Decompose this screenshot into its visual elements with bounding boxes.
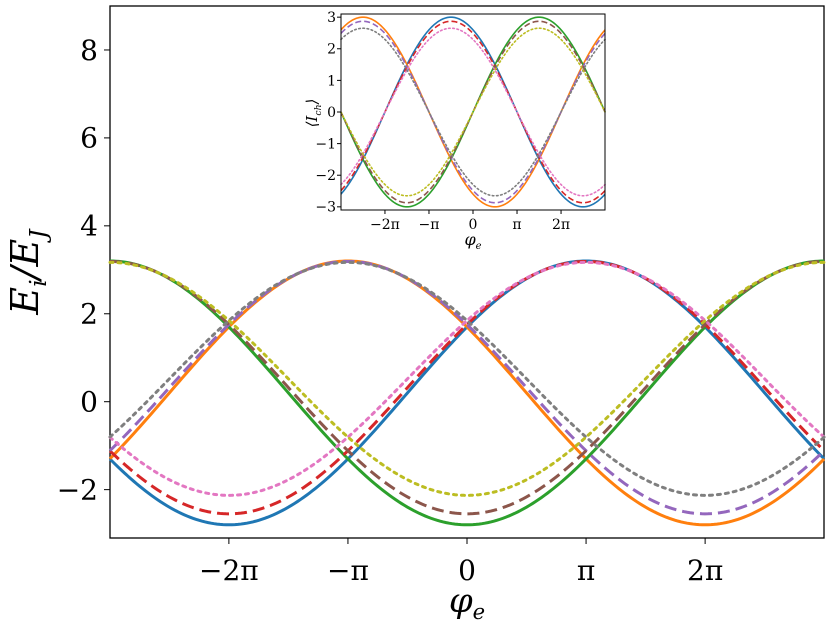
main-y-tick-label: −2: [57, 473, 98, 506]
main-series-line-4: [108, 259, 826, 516]
inset-y-axis-title: ⟨Ich⟩: [303, 99, 324, 128]
inset-y-tick-label: −3: [315, 200, 336, 216]
inset-series-line-8: [340, 27, 606, 197]
inset-x-ticks: −2π −π 0 π 2π: [370, 210, 570, 233]
inset-series-line-6: [340, 20, 606, 204]
inset-y-tick-label: 3: [327, 10, 336, 26]
inset-y-tick-label: 1: [327, 73, 336, 89]
inset-x-tick-label: −2π: [370, 217, 400, 233]
main-x-tick-label: −2π: [199, 554, 259, 587]
inset-y-tick-label: −2: [315, 168, 336, 184]
inset-x-tick-label: 2π: [552, 217, 570, 233]
main-y-tick-label: 0: [80, 386, 98, 419]
main-x-tick-label: −π: [327, 554, 369, 587]
main-y-tick-label: 6: [80, 122, 98, 155]
inset-series-line-9: [340, 27, 606, 197]
inset-y-ticks: −3 −2 −1 0 1 2 3: [315, 10, 341, 216]
main-series-line-7: [108, 260, 826, 497]
main-curves: [108, 259, 826, 527]
inset-y-tick-label: 2: [327, 42, 336, 58]
main-x-axis-title: φe: [449, 581, 485, 624]
main-x-tick-label: π: [577, 554, 595, 587]
inset-y-tick-label: −1: [315, 137, 336, 153]
main-y-tick-label: 2: [80, 298, 98, 331]
inset-series-line-7: [340, 27, 606, 197]
main-x-ticks: −2π −π 0 π 2π: [199, 538, 723, 587]
main-series-line-9: [108, 260, 826, 497]
main-series-line-6: [109, 259, 825, 516]
inset-series-line-3: [340, 16, 606, 208]
inset-x-tick-label: 0: [469, 217, 478, 233]
main-series-line-3: [109, 259, 825, 527]
main-y-ticks: −2 0 2 4 6 8: [57, 34, 110, 506]
inset-curves: [340, 16, 606, 208]
main-x-tick-label: 2π: [687, 554, 723, 587]
main-y-tick-label: 4: [80, 210, 98, 243]
inset-plot: −2π −π 0 π 2π −3 −2 −1 0 1 2 3 φe ⟨Ich⟩: [303, 10, 606, 252]
main-series-line-1: [108, 259, 826, 527]
main-x-tick-label: 0: [458, 554, 476, 587]
inset-x-tick-label: π: [512, 217, 521, 233]
main-y-tick-label: 8: [80, 34, 98, 67]
inset-x-axis-title: φe: [464, 230, 481, 252]
main-series-line-5: [108, 259, 826, 516]
main-series-line-2: [108, 259, 826, 527]
inset-y-tick-label: 0: [327, 105, 336, 121]
inset-x-tick-label: −π: [419, 217, 440, 233]
main-series-line-8: [108, 260, 826, 497]
main-y-axis-title: Ei/EJ: [3, 228, 52, 316]
